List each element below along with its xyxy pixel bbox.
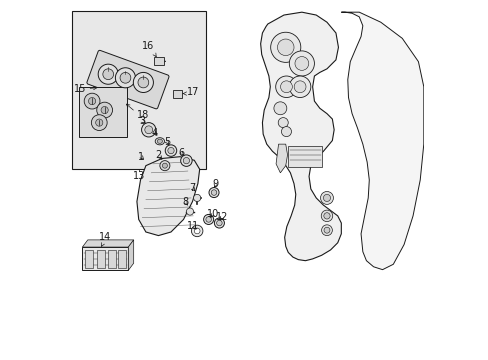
Text: 18: 18 [137,111,149,121]
Text: 15: 15 [74,84,86,94]
Circle shape [324,227,329,233]
Circle shape [205,217,211,222]
Circle shape [97,102,112,118]
Text: 7: 7 [189,183,195,193]
Circle shape [115,68,135,88]
Circle shape [278,118,287,128]
Bar [97,250,104,267]
Circle shape [101,107,108,114]
FancyBboxPatch shape [87,50,169,109]
Circle shape [320,192,333,204]
Bar [79,87,127,137]
Circle shape [208,188,219,198]
Circle shape [281,127,291,136]
Circle shape [294,57,308,70]
Text: 2: 2 [155,150,162,160]
Circle shape [144,126,152,134]
Text: 10: 10 [207,209,219,219]
Text: 16: 16 [141,41,154,51]
Circle shape [280,81,292,93]
Circle shape [165,145,176,156]
Circle shape [88,98,96,105]
Circle shape [294,81,305,93]
Bar [72,12,206,169]
Text: 4: 4 [151,128,158,138]
Text: 12: 12 [216,212,228,222]
Circle shape [216,220,222,226]
Bar [118,250,126,267]
Circle shape [194,228,200,234]
Circle shape [160,161,169,171]
Text: 14: 14 [98,232,111,242]
Text: 5: 5 [164,138,170,147]
Circle shape [321,210,332,222]
Polygon shape [341,12,423,270]
Text: 17: 17 [187,87,199,97]
Circle shape [193,194,201,202]
Text: 13: 13 [132,171,144,181]
Polygon shape [137,157,199,235]
Circle shape [186,208,193,215]
Circle shape [273,102,286,115]
Polygon shape [276,144,287,173]
Ellipse shape [155,138,164,145]
Ellipse shape [157,139,162,143]
Text: 1: 1 [138,152,144,162]
Circle shape [183,157,189,164]
Circle shape [120,72,131,83]
Circle shape [214,218,224,228]
Circle shape [270,32,300,62]
Polygon shape [82,240,133,247]
Circle shape [96,119,102,126]
Polygon shape [260,12,341,261]
Circle shape [91,115,107,131]
Circle shape [211,190,216,195]
Circle shape [133,72,153,93]
Circle shape [277,39,293,55]
Circle shape [289,76,310,98]
Bar [82,247,128,270]
Circle shape [323,194,330,202]
Circle shape [138,77,148,88]
Bar [108,250,116,267]
Polygon shape [128,240,133,270]
Circle shape [191,225,203,237]
Text: 3: 3 [139,116,145,126]
Circle shape [142,123,156,137]
Bar [173,90,182,98]
Text: 9: 9 [212,179,219,189]
Circle shape [102,69,113,80]
Circle shape [289,51,314,76]
Circle shape [321,225,332,235]
Bar [85,250,93,267]
Bar [287,146,322,167]
Circle shape [203,215,213,225]
Circle shape [98,64,118,84]
Circle shape [323,213,329,219]
Circle shape [275,76,297,98]
Circle shape [167,148,174,154]
Text: 8: 8 [182,197,188,207]
Text: 11: 11 [187,221,199,231]
Text: 6: 6 [178,148,184,158]
Bar [154,57,164,65]
Circle shape [180,155,192,166]
Circle shape [162,163,167,168]
Circle shape [84,93,100,109]
